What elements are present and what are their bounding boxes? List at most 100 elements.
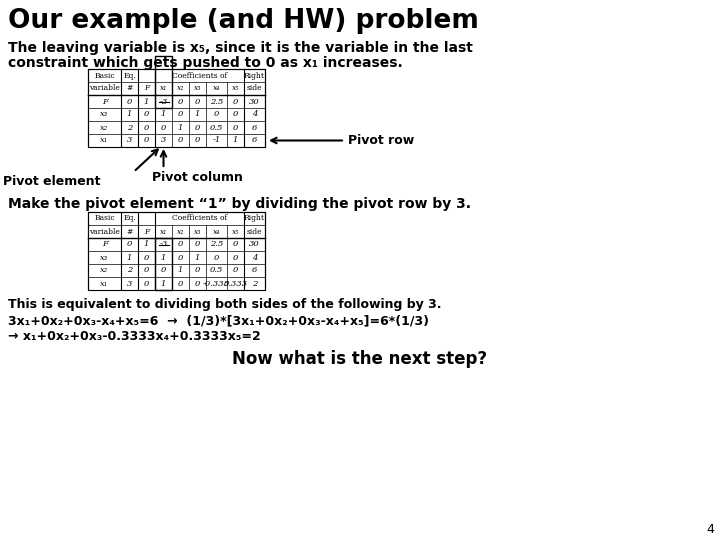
Text: Pivot element: Pivot element (3, 175, 101, 188)
Text: 0: 0 (178, 98, 183, 105)
Text: 2: 2 (127, 124, 132, 132)
Text: Coefficients of: Coefficients of (172, 71, 227, 79)
Text: x₂: x₂ (100, 124, 109, 132)
Text: 0: 0 (233, 267, 238, 274)
Text: variable: variable (89, 227, 120, 235)
Text: x₂: x₂ (177, 84, 184, 92)
Text: 0: 0 (144, 124, 149, 132)
Text: 0: 0 (178, 137, 183, 145)
Text: 0: 0 (161, 267, 166, 274)
Text: 2: 2 (127, 267, 132, 274)
Text: x₁: x₁ (160, 84, 167, 92)
Bar (88, 212, 265, 290)
Bar (155, 56, 172, 108)
Text: x₂: x₂ (100, 267, 109, 274)
Text: Basic: Basic (94, 71, 114, 79)
Text: 0.333: 0.333 (223, 280, 248, 287)
Text: F: F (102, 240, 107, 248)
Text: The leaving variable is x₅, since it is the variable in the last: The leaving variable is x₅, since it is … (8, 41, 473, 55)
Text: 0: 0 (195, 240, 200, 248)
Text: Right: Right (244, 214, 265, 222)
Text: 30: 30 (249, 98, 260, 105)
Text: 3: 3 (127, 280, 132, 287)
Text: 1: 1 (195, 111, 200, 118)
Text: 0: 0 (161, 124, 166, 132)
Text: x₁: x₁ (100, 137, 109, 145)
Text: 0: 0 (233, 240, 238, 248)
Text: 0: 0 (233, 98, 238, 105)
Text: x₁: x₁ (100, 280, 109, 287)
Text: → x₁+0x₂+0x₃-0.3333x₄+0.3333x₅=2: → x₁+0x₂+0x₃-0.3333x₄+0.3333x₅=2 (8, 330, 261, 343)
Text: Pivot column: Pivot column (151, 171, 243, 184)
Text: variable: variable (89, 84, 120, 92)
Text: Make the pivot element “1” by dividing the pivot row by 3.: Make the pivot element “1” by dividing t… (8, 197, 471, 211)
Text: x₂: x₂ (177, 227, 184, 235)
Text: -0.333: -0.333 (203, 280, 230, 287)
Text: F: F (102, 98, 107, 105)
Text: x₁: x₁ (160, 227, 167, 235)
Text: Now what is the next step?: Now what is the next step? (233, 350, 487, 368)
Text: 2.5: 2.5 (210, 98, 223, 105)
Text: This is equivalent to dividing both sides of the following by 3.: This is equivalent to dividing both side… (8, 298, 441, 311)
Text: 0: 0 (195, 280, 200, 287)
Text: constraint which gets pushed to 0 as x₁ increases.: constraint which gets pushed to 0 as x₁ … (8, 56, 402, 70)
Text: Coefficients of: Coefficients of (172, 214, 227, 222)
Text: 0.5: 0.5 (210, 124, 223, 132)
Text: 4: 4 (252, 253, 257, 261)
Text: 1: 1 (161, 111, 166, 118)
Text: 0: 0 (195, 137, 200, 145)
Text: Pivot row: Pivot row (348, 134, 414, 147)
Text: #: # (126, 84, 132, 92)
Text: -3: -3 (159, 98, 168, 105)
Text: 0: 0 (233, 253, 238, 261)
Text: 0: 0 (127, 98, 132, 105)
Text: 2: 2 (252, 280, 257, 287)
Text: 1: 1 (127, 253, 132, 261)
Text: Basic: Basic (94, 214, 114, 222)
Text: 0: 0 (144, 253, 149, 261)
Text: 0: 0 (144, 267, 149, 274)
Text: 0: 0 (178, 111, 183, 118)
Text: 3x₁+0x₂+0x₃-x₄+x₅=6  →  (1/3)*[3x₁+0x₂+0x₃-x₄+x₅]=6*(1/3): 3x₁+0x₂+0x₃-x₄+x₅=6 → (1/3)*[3x₁+0x₂+0x₃… (8, 314, 429, 327)
Text: 0: 0 (233, 124, 238, 132)
Text: Our example (and HW) problem: Our example (and HW) problem (8, 8, 479, 34)
Text: x₃: x₃ (194, 84, 201, 92)
Text: 0: 0 (178, 253, 183, 261)
Text: x₄: x₄ (213, 84, 220, 92)
Text: 0: 0 (195, 98, 200, 105)
Text: 3: 3 (161, 137, 166, 145)
Text: 0: 0 (127, 240, 132, 248)
Text: 0: 0 (195, 124, 200, 132)
Text: F: F (144, 84, 149, 92)
Text: 0.5: 0.5 (210, 267, 223, 274)
Text: F: F (144, 227, 149, 235)
Text: x₃: x₃ (100, 253, 109, 261)
Text: x₅: x₅ (232, 227, 239, 235)
Text: -3: -3 (159, 240, 168, 248)
Text: 0: 0 (178, 280, 183, 287)
Text: 0: 0 (144, 111, 149, 118)
Text: x₄: x₄ (213, 227, 220, 235)
Text: 4: 4 (706, 523, 714, 536)
Text: 1: 1 (144, 98, 149, 105)
Text: x₃: x₃ (194, 227, 201, 235)
Text: x₃: x₃ (100, 111, 109, 118)
Text: 1: 1 (195, 253, 200, 261)
Text: 0: 0 (214, 253, 219, 261)
Text: #: # (126, 227, 132, 235)
Text: 1: 1 (144, 240, 149, 248)
Bar (155, 238, 172, 290)
Text: 2.5: 2.5 (210, 240, 223, 248)
Text: 0: 0 (214, 111, 219, 118)
Text: x₅: x₅ (232, 84, 239, 92)
Text: 30: 30 (249, 240, 260, 248)
Text: 0: 0 (178, 240, 183, 248)
Text: 0: 0 (144, 137, 149, 145)
Text: 1: 1 (178, 267, 183, 274)
Text: 1: 1 (161, 253, 166, 261)
Text: 6: 6 (252, 267, 257, 274)
Text: 1: 1 (161, 280, 166, 287)
Text: 0: 0 (233, 111, 238, 118)
Text: side: side (247, 84, 262, 92)
Text: side: side (247, 227, 262, 235)
